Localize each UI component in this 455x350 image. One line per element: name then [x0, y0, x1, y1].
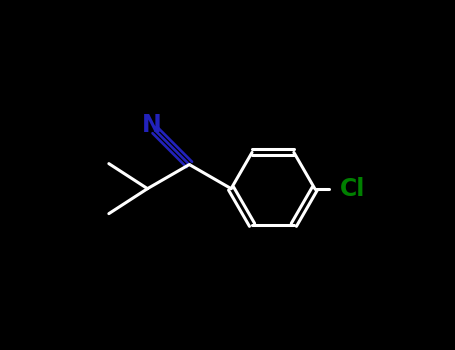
Text: Cl: Cl [340, 177, 365, 201]
Text: N: N [142, 113, 162, 137]
